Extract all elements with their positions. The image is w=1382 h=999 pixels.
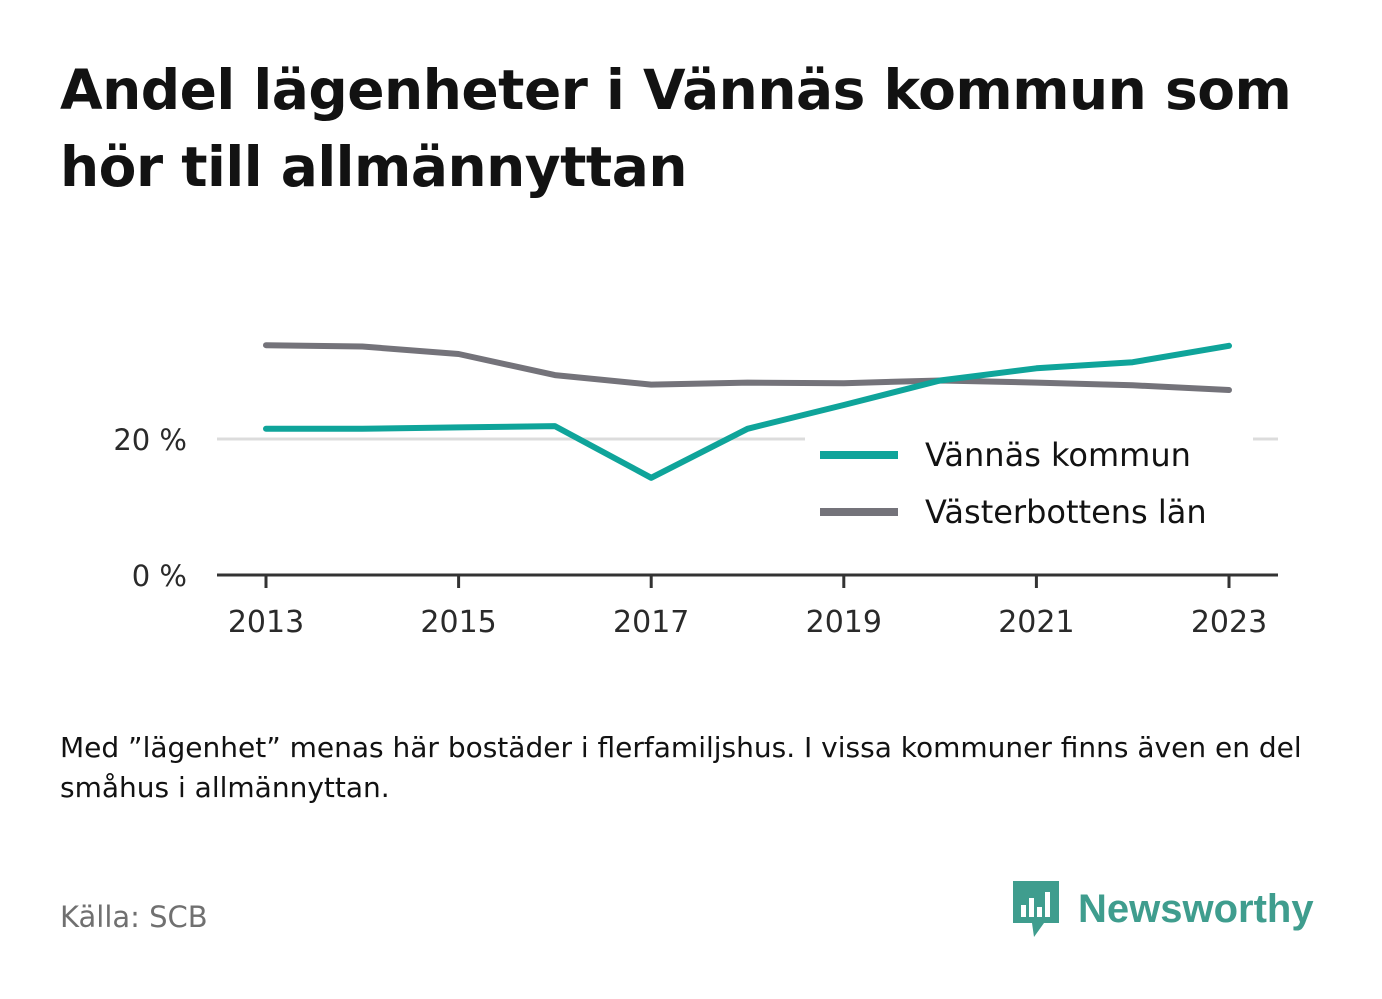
bar-chart-speech-bubble-icon xyxy=(1013,881,1059,937)
series-line-vasterbottens-lan xyxy=(263,342,1232,393)
chart-title: Andel lägenheter i Vännäs kommun som hör… xyxy=(60,58,1292,199)
newsworthy-logo: Newsworthy xyxy=(1010,878,1314,940)
x-tick-label: 2013 xyxy=(228,605,304,640)
series-line-vannas-kommun xyxy=(263,342,1232,481)
x-tick-label: 2023 xyxy=(1191,605,1267,640)
legend: Vännäs kommun Västerbottens län xyxy=(805,426,1253,546)
y-tick-label: 20 % xyxy=(113,423,187,457)
source-label: Källa: SCB xyxy=(60,900,208,934)
chart-note: Med ”lägenhet” menas här bostäder i fler… xyxy=(60,731,1302,804)
series xyxy=(263,342,1232,481)
brand-name: Newsworthy xyxy=(1078,886,1314,931)
x-tick-label: 2017 xyxy=(613,605,689,640)
y-tick-label: 0 % xyxy=(132,559,187,593)
x-tick-label: 2015 xyxy=(420,605,496,640)
legend-label: Västerbottens län xyxy=(925,493,1207,531)
x-tick-label: 2021 xyxy=(998,605,1074,640)
legend-label: Vännäs kommun xyxy=(925,436,1191,474)
axes: 0 % 20 % 2013 2015 2017 2019 2021 2023 xyxy=(113,423,1278,640)
legend-background xyxy=(805,426,1253,546)
x-tick-label: 2019 xyxy=(806,605,882,640)
